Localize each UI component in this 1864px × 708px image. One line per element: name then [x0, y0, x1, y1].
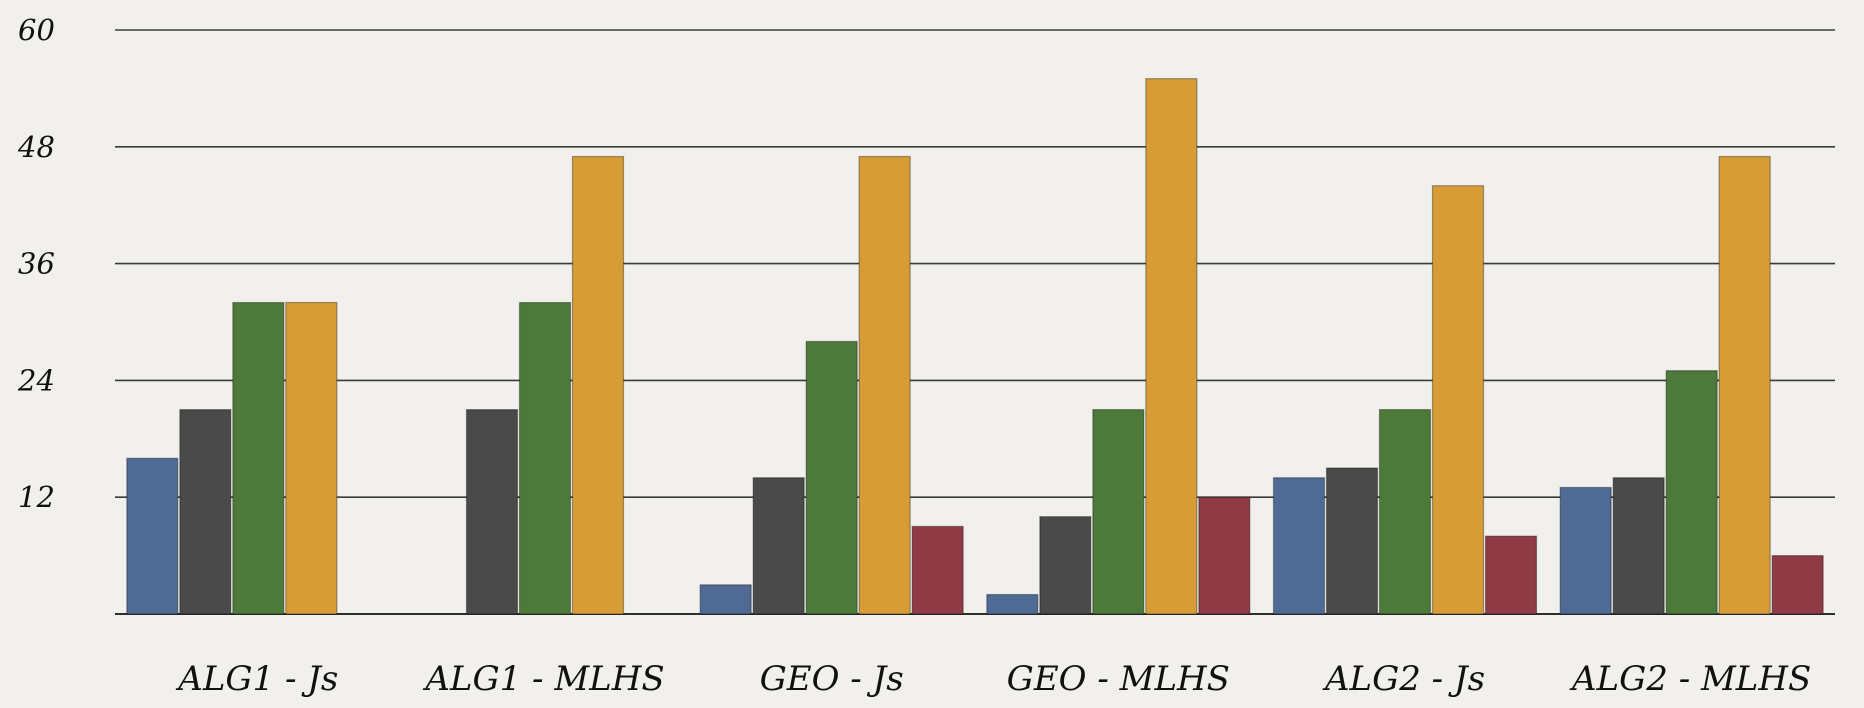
- y-tick-label: 60: [18, 13, 55, 47]
- bar: [232, 301, 285, 615]
- bar: [1039, 516, 1092, 615]
- x-category-label: ALG2 - MLHS: [1569, 659, 1811, 699]
- bar: [1325, 467, 1379, 615]
- x-category-label: GEO - MLHS: [1007, 659, 1230, 699]
- bar: [1771, 554, 1824, 615]
- y-tick-label: 24: [17, 363, 55, 397]
- x-category-label: GEO - Js: [760, 659, 904, 699]
- bar: [858, 155, 911, 615]
- bar: [285, 301, 338, 615]
- bar: [518, 301, 572, 615]
- bar: [1145, 78, 1198, 615]
- bar: [1718, 155, 1771, 615]
- bar: [805, 340, 858, 615]
- bar: [1431, 185, 1485, 615]
- y-tick-label: 48: [17, 130, 55, 164]
- bar: [911, 525, 964, 615]
- x-category-label: ALG2 - Js: [1322, 659, 1485, 699]
- bar: [1484, 535, 1538, 615]
- y-tick-label: 36: [18, 247, 55, 281]
- bar: [1198, 496, 1251, 615]
- bar: [1665, 370, 1718, 615]
- bar: [699, 584, 752, 615]
- bar: [465, 409, 519, 615]
- bar: [571, 155, 625, 615]
- bar: [126, 457, 179, 615]
- x-category-label: ALG1 - MLHS: [422, 659, 664, 699]
- bar: [752, 477, 805, 615]
- bar: [1378, 409, 1432, 615]
- bar: [986, 593, 1039, 615]
- bar: [1092, 409, 1145, 615]
- gridlines: [115, 29, 1835, 615]
- x-axis-categories: ALG1 - Js ALG1 - MLHS GEO - Js GEO - MLHS AL…: [175, 659, 1811, 699]
- bars: [126, 78, 1824, 615]
- x-category-label: ALG1 - Js: [175, 659, 338, 699]
- y-axis-ticks: 12 24 36 48 60: [17, 13, 55, 514]
- bar: [179, 409, 232, 615]
- y-tick-label: 12: [18, 480, 55, 514]
- bar: [1612, 477, 1665, 615]
- bar: [1559, 486, 1612, 615]
- bar: [1272, 477, 1326, 615]
